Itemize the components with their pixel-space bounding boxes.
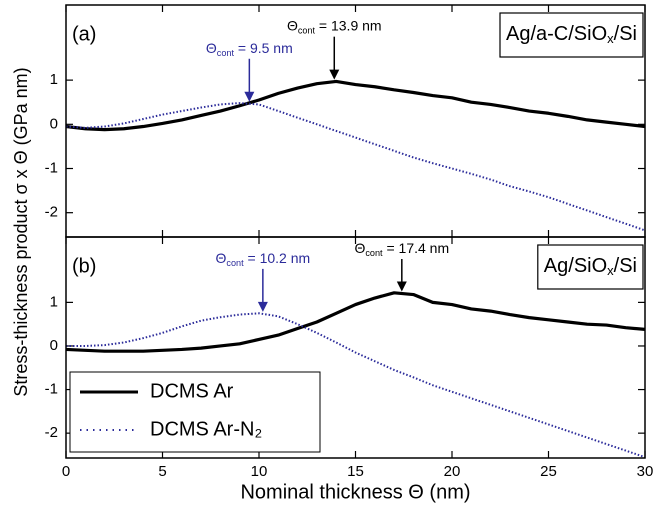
annotation-text-part: cont [365, 248, 383, 258]
annotation-arrowhead [396, 281, 407, 292]
annotation-text-part: Θ [206, 39, 217, 55]
x-tick-label: 30 [637, 463, 654, 480]
x-tick-label: 25 [540, 463, 557, 480]
annotation-text-part: cont [217, 48, 235, 58]
legend-label: DCMS Ar-N₂ [150, 418, 262, 440]
x-tick-label: 10 [251, 463, 268, 480]
y-tick-label: -1 [45, 381, 58, 398]
y-axis-label: Stress-thickness product σ x Θ (GPa nm) [11, 67, 31, 396]
annotation-text-part: Θ [287, 17, 298, 33]
x-axis-label: Nominal thickness Θ (nm) [240, 481, 470, 503]
annotation-text-part: Θ [216, 250, 227, 266]
y-tick-label: 1 [50, 293, 58, 310]
x-tick-label: 15 [347, 463, 364, 480]
annotation-text-part: Θ [354, 240, 365, 256]
sample-label-part: x [607, 31, 614, 46]
annotation-text-part: = 10.2 nm [244, 250, 311, 266]
panel-label: (a) [72, 23, 96, 45]
x-tick-label: 5 [158, 463, 166, 480]
legend-box [69, 371, 321, 453]
annotation-text: Θcont = 17.4 nm [354, 240, 449, 259]
sample-label-part: /Si [614, 23, 637, 45]
annotation-text-part: = 9.5 nm [234, 39, 293, 55]
sample-label-part: x [607, 263, 614, 278]
x-tick-label: 20 [444, 463, 461, 480]
sample-label-part: Ag/a-C/SiO [506, 23, 607, 45]
legend-label: DCMS Ar [150, 380, 234, 402]
series-line [66, 312, 645, 458]
series-line [66, 102, 645, 232]
sample-label-box [499, 12, 644, 58]
series-line [66, 291, 645, 353]
annotation-text: Θcont = 10.2 nm [216, 250, 311, 269]
sample-label: Ag/a-C/SiOx/Si [506, 23, 637, 46]
series-line [66, 79, 645, 132]
annotation-arrowhead [257, 301, 268, 312]
y-tick-label: -1 [45, 159, 58, 176]
annotation-text-part: = 13.9 nm [315, 17, 382, 33]
sample-label: Ag/SiOx/Si [544, 255, 637, 278]
y-tick-label: -2 [45, 204, 58, 221]
annotation-arrowhead [329, 69, 340, 80]
y-tick-label: 1 [50, 71, 58, 88]
annotation-arrowhead [244, 91, 255, 102]
annotation-text-part: cont [226, 258, 244, 268]
annotation-text: Θcont = 13.9 nm [287, 17, 382, 36]
y-tick-label: 0 [50, 337, 58, 354]
sample-label-part: /Si [614, 255, 637, 277]
annotation-text-part: cont [298, 26, 316, 36]
panel-label: (b) [72, 255, 96, 277]
x-tick-label: 0 [62, 463, 70, 480]
plot-area [66, 291, 645, 458]
y-tick-label: -2 [45, 424, 58, 441]
plot-area [66, 79, 645, 232]
sample-label-box [537, 244, 644, 290]
panel-frame [65, 236, 646, 459]
annotation-text: Θcont = 9.5 nm [206, 39, 293, 58]
sample-label-part: Ag/SiO [544, 255, 607, 277]
y-tick-label: 0 [50, 115, 58, 132]
annotation-text-part: = 17.4 nm [383, 240, 450, 256]
